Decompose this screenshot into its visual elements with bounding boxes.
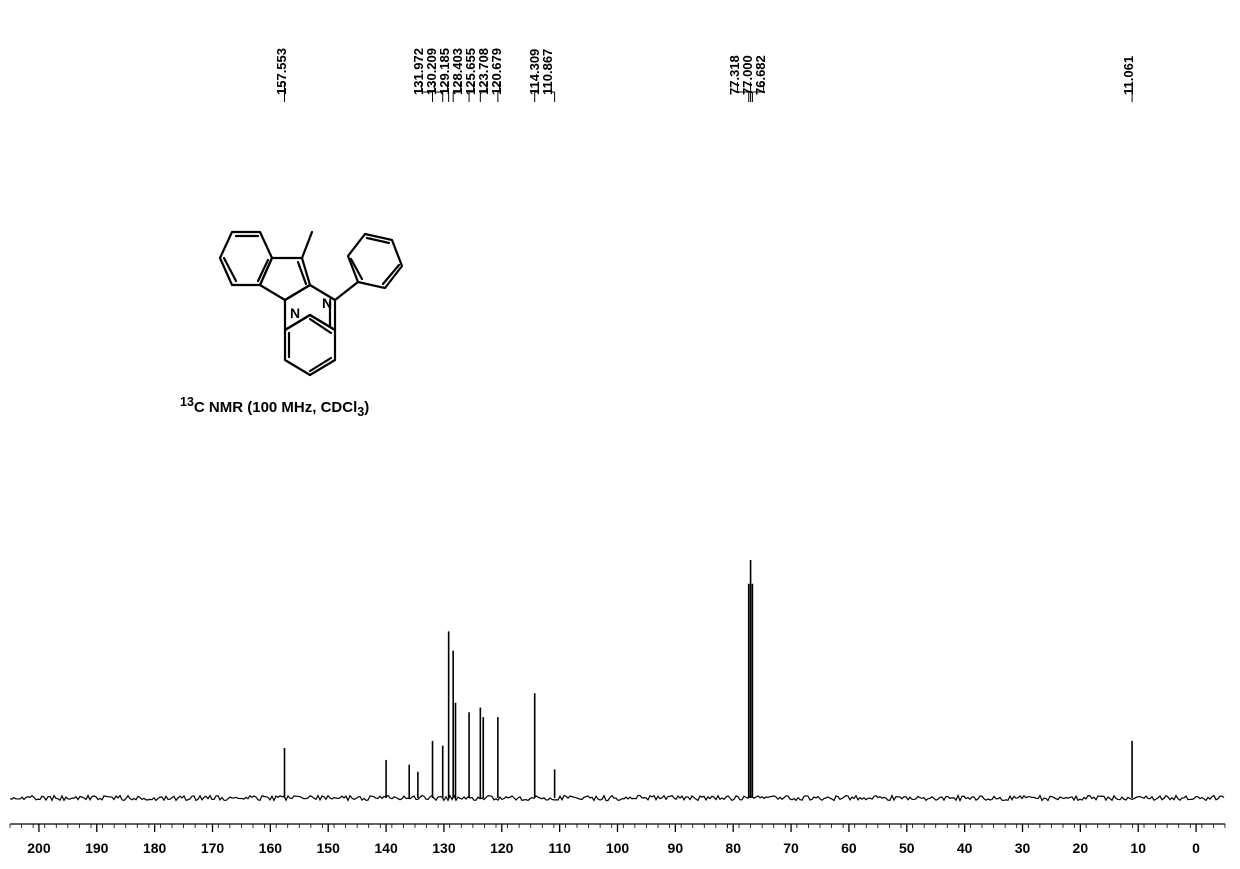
x-axis-tick-label: 140 [374, 840, 397, 856]
x-axis-tick-label: 200 [27, 840, 50, 856]
x-axis-tick-label: 160 [259, 840, 282, 856]
x-axis-tick-label: 20 [1073, 840, 1089, 856]
x-axis-tick-label: 40 [957, 840, 973, 856]
x-axis-tick-label: 130 [432, 840, 455, 856]
x-axis-tick-label: 90 [668, 840, 684, 856]
baseline-noise [10, 796, 1224, 801]
x-axis-tick-label: 100 [606, 840, 629, 856]
x-axis-tick-label: 30 [1015, 840, 1031, 856]
x-axis-tick-label: 50 [899, 840, 915, 856]
peak-ppm-label: 157.553 [274, 48, 289, 95]
x-axis-tick-label: 80 [725, 840, 741, 856]
x-axis-tick-label: 120 [490, 840, 513, 856]
peak-ppm-label: 76.682 [753, 55, 768, 95]
x-axis-tick-label: 170 [201, 840, 224, 856]
peak-ppm-label: 120.679 [489, 48, 504, 95]
x-axis-tick-label: 10 [1130, 840, 1146, 856]
nmr-spectrum [0, 0, 1240, 869]
x-axis-tick-label: 110 [548, 840, 571, 856]
x-axis-tick-label: 60 [841, 840, 857, 856]
x-axis-tick-label: 190 [85, 840, 108, 856]
peak-ppm-label: 11.061 [1121, 56, 1136, 95]
x-axis-tick-label: 150 [317, 840, 340, 856]
x-axis-tick-label: 70 [783, 840, 799, 856]
x-axis-tick-label: 180 [143, 840, 166, 856]
x-axis-tick-label: 0 [1192, 840, 1200, 856]
peak-ppm-label: 110.867 [540, 49, 555, 95]
